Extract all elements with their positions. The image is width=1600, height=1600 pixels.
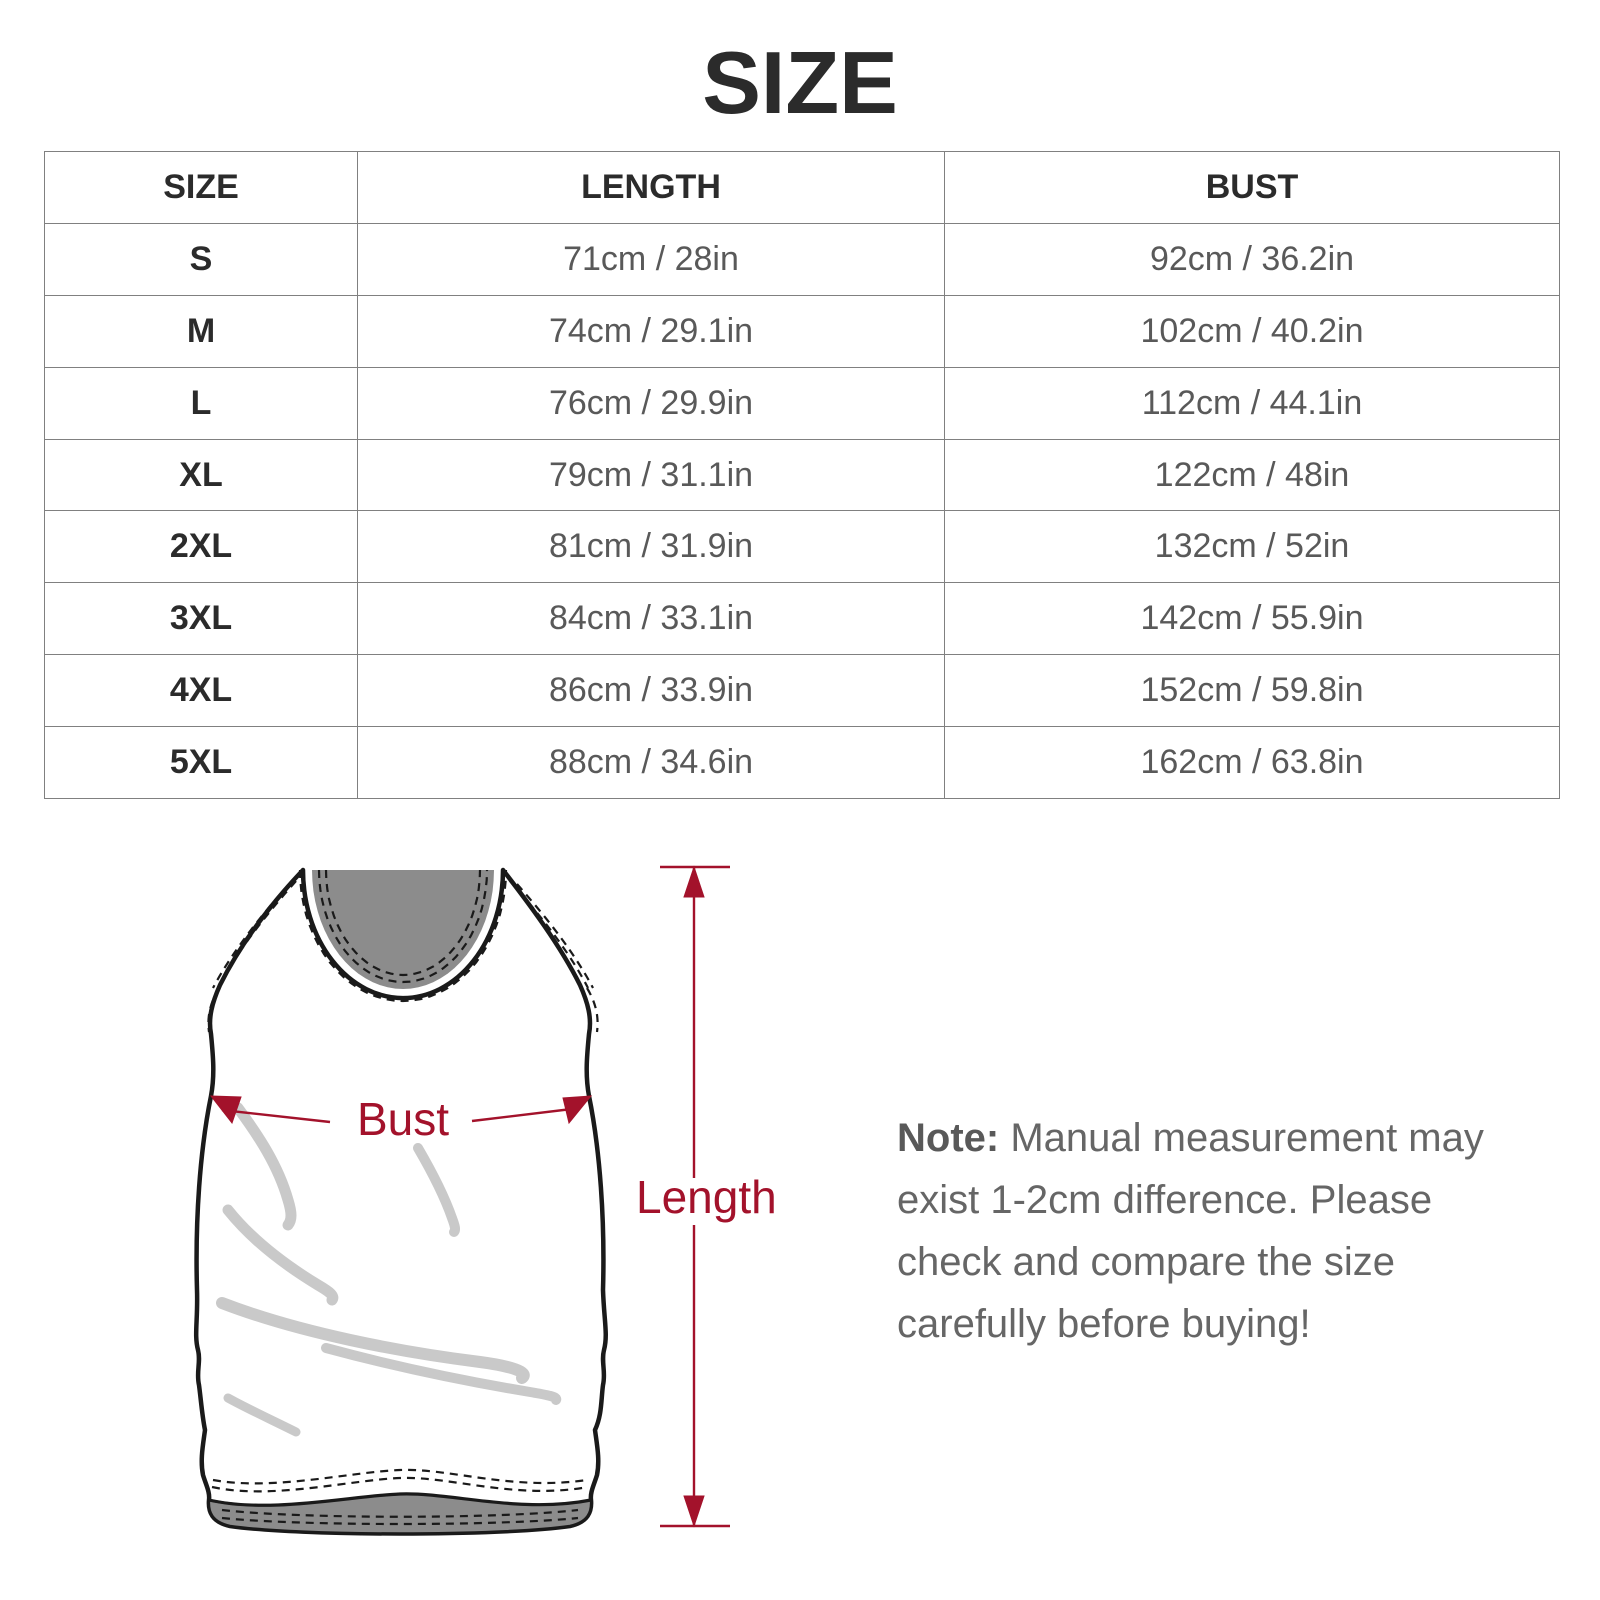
svg-text:Length: Length [636,1171,777,1223]
svg-text:Bust: Bust [357,1093,449,1145]
